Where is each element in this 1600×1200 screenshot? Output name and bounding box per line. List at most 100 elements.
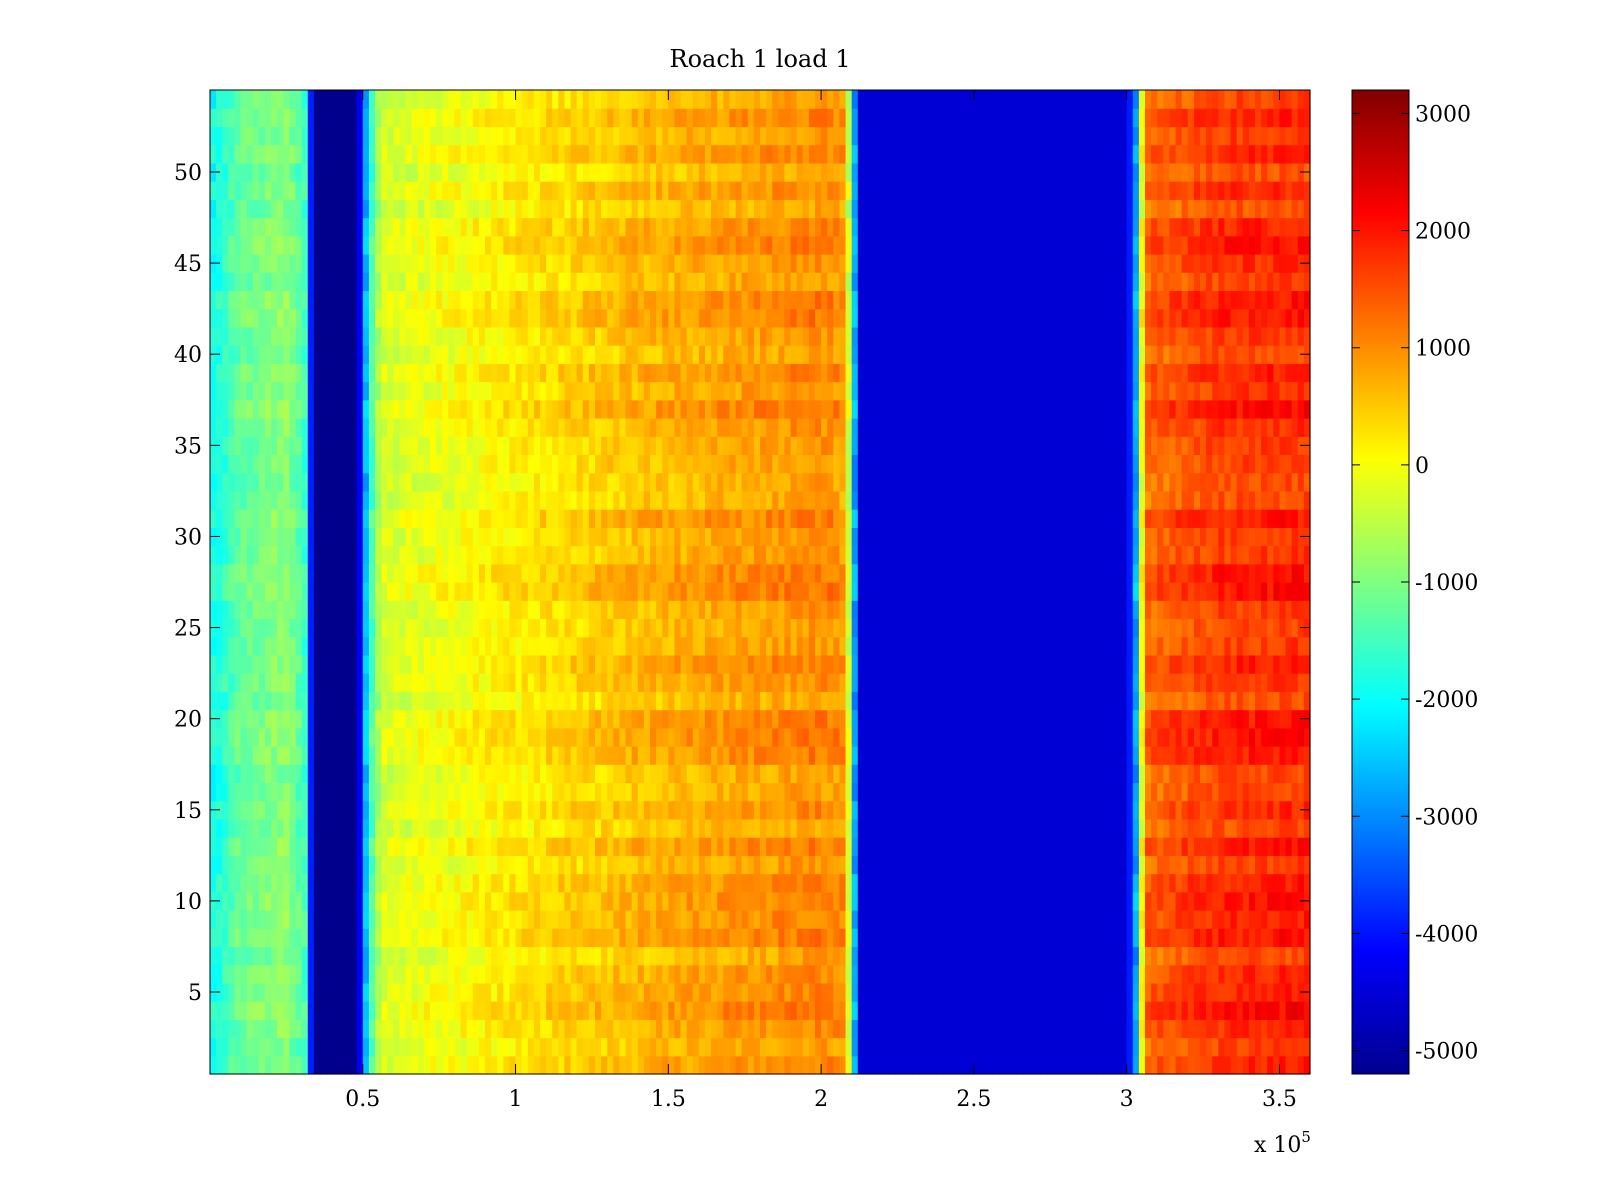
heatmap-cell bbox=[246, 563, 254, 583]
heatmap-cell bbox=[851, 891, 859, 911]
heatmap-cell bbox=[1261, 691, 1268, 711]
heatmap-cell bbox=[1138, 636, 1146, 656]
heatmap-cell bbox=[283, 618, 291, 638]
heatmap-cell bbox=[863, 910, 871, 929]
heatmap-cell bbox=[582, 964, 590, 984]
heatmap-cell bbox=[1041, 600, 1048, 620]
heatmap-cell bbox=[1126, 764, 1134, 784]
heatmap-cell bbox=[472, 818, 480, 838]
heatmap-cell bbox=[1041, 563, 1048, 583]
heatmap-cell bbox=[601, 818, 608, 838]
heatmap-cell bbox=[368, 891, 376, 911]
heatmap-cell bbox=[882, 782, 889, 802]
heatmap-cell bbox=[692, 964, 700, 984]
heatmap-cell bbox=[686, 654, 694, 674]
heatmap-cell bbox=[1169, 782, 1177, 802]
heatmap-cell bbox=[1138, 673, 1146, 692]
heatmap-cell bbox=[863, 1037, 871, 1057]
heatmap-cell bbox=[918, 873, 926, 893]
heatmap-cell bbox=[876, 746, 883, 765]
heatmap-cell bbox=[711, 709, 718, 729]
heatmap-cell bbox=[423, 673, 431, 692]
heatmap-cell bbox=[778, 618, 786, 638]
heatmap-cell bbox=[570, 1055, 578, 1075]
heatmap-cell bbox=[1157, 982, 1164, 1002]
heatmap-cell bbox=[1096, 764, 1103, 784]
heatmap-cell bbox=[802, 636, 810, 656]
heatmap-cell bbox=[845, 691, 853, 711]
heatmap-cell bbox=[277, 855, 284, 875]
heatmap-cell bbox=[521, 910, 529, 929]
heatmap-cell bbox=[344, 964, 352, 984]
heatmap-cell bbox=[289, 709, 297, 729]
heatmap-cell bbox=[362, 964, 370, 984]
heatmap-cell bbox=[533, 873, 541, 893]
heatmap-cell bbox=[1297, 1019, 1305, 1039]
heatmap-cell bbox=[326, 654, 333, 674]
heatmap-cell bbox=[582, 582, 590, 601]
heatmap-cell bbox=[1004, 964, 1012, 984]
heatmap-cell bbox=[1120, 746, 1128, 765]
heatmap-cell bbox=[387, 873, 394, 893]
heatmap-cell bbox=[423, 654, 431, 674]
heatmap-cell bbox=[1059, 837, 1067, 856]
heatmap-cell bbox=[692, 855, 700, 875]
heatmap-cell bbox=[564, 1037, 572, 1057]
heatmap-cell bbox=[747, 746, 755, 765]
heatmap-cell bbox=[937, 1037, 944, 1057]
heatmap-cell bbox=[368, 563, 376, 583]
heatmap-cell bbox=[387, 600, 394, 620]
heatmap-cell bbox=[1218, 800, 1226, 820]
heatmap-cell bbox=[1230, 691, 1238, 711]
heatmap-cell bbox=[711, 910, 718, 929]
heatmap-cell bbox=[876, 891, 883, 911]
heatmap-cell bbox=[680, 727, 688, 747]
heatmap-cell bbox=[540, 837, 547, 856]
heatmap-cell bbox=[772, 982, 779, 1002]
heatmap-cell bbox=[1181, 709, 1189, 729]
heatmap-cell bbox=[375, 964, 382, 984]
heatmap-cell bbox=[362, 928, 370, 948]
heatmap-cell bbox=[295, 800, 303, 820]
heatmap-cell bbox=[900, 600, 908, 620]
heatmap-cell bbox=[295, 764, 303, 784]
heatmap-cell bbox=[973, 818, 981, 838]
heatmap-cell bbox=[1022, 709, 1030, 729]
heatmap-cell bbox=[1071, 618, 1079, 638]
heatmap-cell bbox=[857, 910, 865, 929]
heatmap-cell bbox=[925, 873, 932, 893]
heatmap-cell bbox=[1114, 746, 1122, 765]
heatmap-cell bbox=[870, 582, 877, 601]
heatmap-cell bbox=[595, 636, 602, 656]
heatmap-cell bbox=[802, 982, 810, 1002]
heatmap-cell bbox=[686, 1055, 694, 1075]
heatmap-cell bbox=[735, 673, 743, 692]
heatmap-cell bbox=[772, 818, 779, 838]
heatmap-cell bbox=[307, 654, 315, 674]
heatmap-cell bbox=[277, 618, 284, 638]
heatmap-cell bbox=[258, 654, 266, 674]
heatmap-cell bbox=[986, 910, 993, 929]
heatmap-cell bbox=[1206, 618, 1213, 638]
heatmap-cell bbox=[271, 1055, 278, 1075]
heatmap-cell bbox=[576, 600, 584, 620]
heatmap-cell bbox=[900, 654, 908, 674]
heatmap-cell bbox=[888, 800, 896, 820]
heatmap-cell bbox=[931, 618, 938, 638]
heatmap-cell bbox=[460, 928, 468, 948]
heatmap-cell bbox=[717, 1037, 724, 1057]
heatmap-cell bbox=[1200, 727, 1207, 747]
heatmap-cell bbox=[1102, 873, 1109, 893]
heatmap-cell bbox=[210, 691, 217, 711]
heatmap-cell bbox=[986, 582, 993, 601]
heatmap-cell bbox=[857, 928, 865, 948]
heatmap-cell bbox=[588, 727, 596, 747]
heatmap-cell bbox=[509, 873, 517, 893]
heatmap-cell bbox=[815, 800, 822, 820]
heatmap-cell bbox=[863, 1055, 871, 1075]
heatmap-cell bbox=[1083, 910, 1091, 929]
heatmap-cell bbox=[1255, 727, 1262, 747]
heatmap-cell bbox=[980, 563, 987, 583]
heatmap-cell bbox=[1267, 654, 1274, 674]
heatmap-cell bbox=[1242, 618, 1250, 638]
